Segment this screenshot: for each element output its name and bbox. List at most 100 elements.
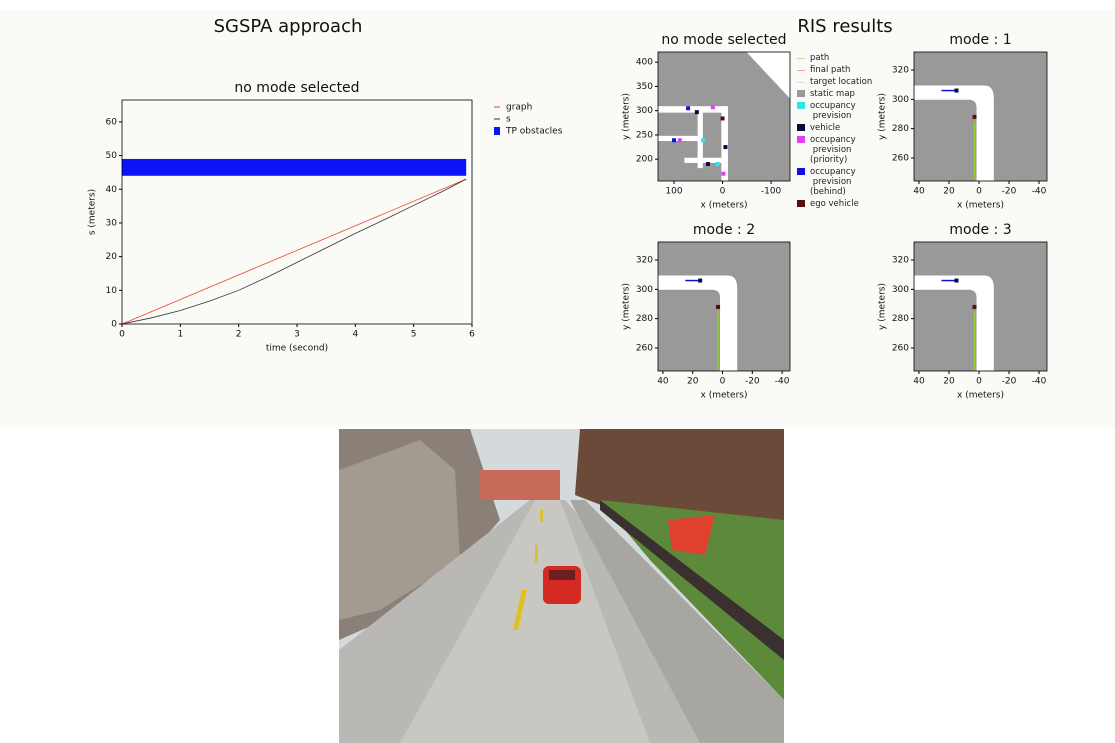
legend-entry: occupancy prevision (priority) [797, 135, 872, 165]
legend-marker [797, 200, 805, 207]
x-tick-label: -20 [745, 377, 760, 387]
legend-label: TP obstacles [505, 127, 563, 137]
legend-marker [797, 70, 805, 71]
legend-label: occupancy prevision (priority) [810, 135, 856, 165]
legend-entry: occupancy prevision [797, 101, 872, 121]
x-tick-label: 0 [976, 187, 982, 197]
y-tick-label: 300 [636, 106, 653, 116]
y-tick-label: 50 [106, 151, 118, 161]
legend-entry: target location [797, 77, 872, 87]
x-tick-label: 0 [720, 377, 726, 387]
legend-marker [797, 124, 805, 131]
map-marker [972, 304, 977, 309]
x-tick-label: 0 [720, 187, 726, 197]
y-tick-label: 300 [892, 285, 909, 295]
y-tick-label: 260 [636, 343, 653, 353]
plot-frame [913, 51, 1048, 182]
x-tick-label: -40 [775, 377, 790, 387]
map-marker [710, 105, 715, 110]
map-marker [723, 145, 728, 150]
map-marker [672, 138, 677, 143]
y-tick-label: 200 [636, 155, 653, 165]
map-marker [720, 116, 725, 121]
x-tick-label: 1 [177, 330, 183, 340]
x-tick-label: 4 [352, 330, 358, 340]
plot-title: mode : 3 [949, 222, 1011, 238]
map-marker [705, 162, 710, 167]
camera-view [339, 429, 784, 743]
x-tick-label: 40 [913, 187, 925, 197]
y-tick-label: 400 [636, 58, 653, 68]
legend-label: s [506, 115, 511, 125]
x-tick-label: 0 [976, 377, 982, 387]
map-marker [954, 278, 959, 283]
y-tick-label: 320 [892, 66, 909, 76]
x-tick-label: 20 [943, 377, 955, 387]
map-marker [694, 110, 699, 115]
road [658, 106, 727, 113]
x-tick-label: 40 [913, 377, 925, 387]
y-axis-label: y (meters) [622, 283, 632, 330]
legend-label: vehicle [810, 123, 841, 133]
y-tick-label: 260 [892, 153, 909, 163]
map-legend: path final path target location static map o… [797, 53, 872, 211]
legend-marker [494, 127, 500, 135]
obstacle-band [122, 158, 467, 176]
map-marker [954, 88, 959, 93]
legend-label: ego vehicle [810, 199, 859, 209]
x-axis-label: time (second) [266, 344, 328, 354]
legend-marker [797, 90, 805, 97]
x-axis-label: x (meters) [701, 391, 748, 401]
legend-entry: path [797, 53, 872, 63]
map-marker [698, 278, 703, 283]
x-tick-label: 3 [294, 330, 300, 340]
left-title: SGSPA approach [214, 16, 363, 37]
x-tick-label: 0 [119, 330, 125, 340]
y-tick-label: 280 [636, 314, 653, 324]
map-marker [972, 114, 977, 119]
legend-label: static map [810, 89, 855, 99]
road [914, 85, 994, 181]
plot-title: no mode selected [661, 32, 786, 48]
legend-label: final path [810, 65, 851, 75]
legend-label: graph [506, 103, 532, 113]
x-tick-label: 5 [411, 330, 417, 340]
road [721, 106, 728, 181]
free-area [746, 52, 790, 99]
y-axis-label: y (meters) [622, 93, 632, 140]
y-tick-label: 30 [106, 218, 118, 228]
y-tick-label: 0 [111, 320, 117, 330]
x-tick-label: 20 [687, 377, 699, 387]
legend-label: path [810, 53, 830, 63]
y-tick-label: 20 [106, 252, 118, 262]
y-tick-label: 350 [636, 82, 653, 92]
legend-entry: vehicle [797, 123, 872, 133]
legend-entry: static map [797, 89, 872, 99]
road [697, 110, 703, 169]
y-tick-label: 320 [892, 256, 909, 266]
plot-title: mode : 2 [693, 222, 755, 238]
y-tick-label: 320 [636, 256, 653, 266]
x-tick-label: 100 [665, 187, 682, 197]
y-tick-label: 280 [892, 124, 909, 134]
plot-frame [657, 241, 791, 372]
legend-marker [797, 102, 805, 109]
y-axis-label: y (meters) [878, 93, 888, 140]
map-marker [701, 138, 706, 143]
plot-frame [657, 51, 791, 182]
x-tick-label: 40 [657, 377, 669, 387]
x-tick-label: -100 [761, 187, 782, 197]
road [914, 275, 994, 371]
y-tick-label: 10 [106, 286, 118, 296]
x-tick-label: -40 [1032, 377, 1047, 387]
legend-marker [797, 58, 805, 59]
road [684, 157, 724, 163]
x-tick-label: 2 [236, 330, 242, 340]
plot-frame [913, 241, 1048, 372]
map-marker [686, 106, 691, 111]
line-series [121, 178, 467, 325]
legend-entry: ego vehicle [797, 199, 872, 209]
map-marker [721, 171, 726, 176]
x-tick-label: 20 [943, 187, 955, 197]
